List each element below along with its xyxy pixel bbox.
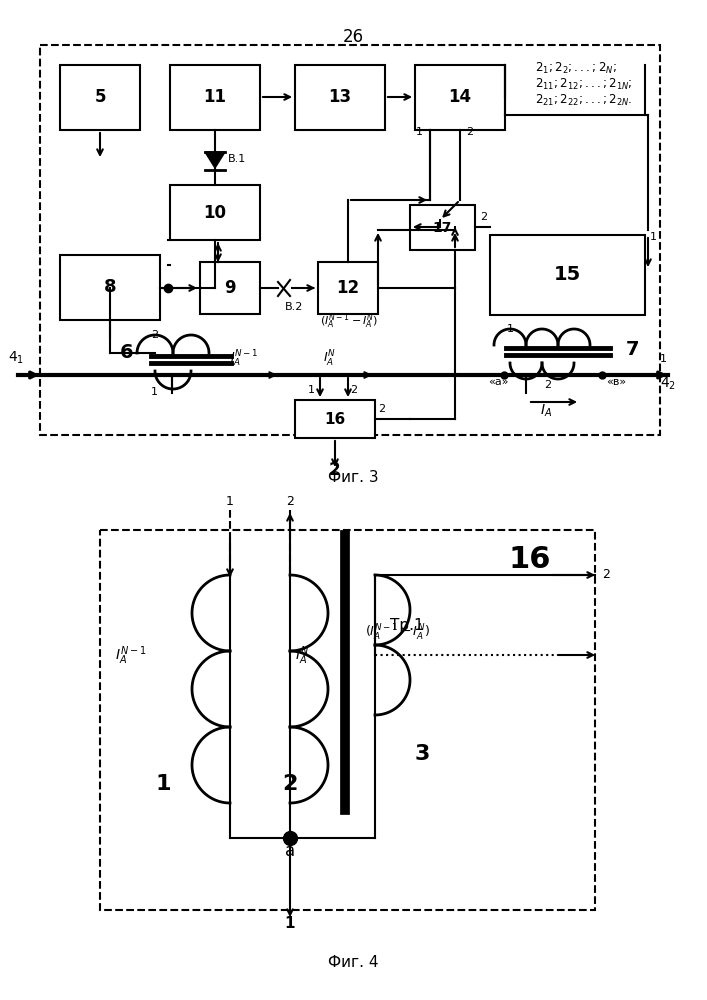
Text: 15: 15 bbox=[554, 265, 581, 284]
Text: 2: 2 bbox=[544, 380, 551, 390]
Text: 10: 10 bbox=[204, 204, 226, 222]
Polygon shape bbox=[205, 152, 225, 168]
Text: 1: 1 bbox=[507, 324, 514, 334]
Text: $I_A$: $I_A$ bbox=[540, 403, 552, 419]
Text: 1: 1 bbox=[660, 354, 667, 364]
Text: 1: 1 bbox=[151, 387, 158, 397]
Bar bbox=[415, 65, 505, 130]
Text: 26: 26 bbox=[342, 28, 363, 46]
Text: Фиг. 3: Фиг. 3 bbox=[327, 470, 378, 485]
Text: 2: 2 bbox=[329, 461, 341, 479]
Bar bbox=[490, 235, 645, 315]
Text: $I_A^N$: $I_A^N$ bbox=[323, 349, 336, 369]
Text: 2: 2 bbox=[350, 385, 357, 395]
Text: 16: 16 bbox=[325, 412, 346, 426]
Text: $2_{11};2_{12};...;2_{1N};$: $2_{11};2_{12};...;2_{1N};$ bbox=[535, 77, 633, 92]
Text: 8: 8 bbox=[104, 278, 117, 296]
Text: 1: 1 bbox=[155, 774, 170, 794]
Text: 2: 2 bbox=[378, 404, 385, 414]
Text: В.2: В.2 bbox=[285, 302, 303, 312]
Bar bbox=[295, 400, 375, 438]
Bar bbox=[318, 262, 378, 314]
Text: a: a bbox=[285, 842, 295, 860]
Text: $2_1;2_2;...;2_N;$: $2_1;2_2;...;2_N;$ bbox=[535, 61, 617, 76]
Bar bbox=[100, 530, 595, 910]
Text: 13: 13 bbox=[329, 89, 351, 106]
Text: $2_{21};2_{22};...;2_{2N}.$: $2_{21};2_{22};...;2_{2N}.$ bbox=[535, 93, 633, 108]
Text: 9: 9 bbox=[224, 279, 236, 297]
Text: 6: 6 bbox=[120, 343, 134, 362]
Text: 2: 2 bbox=[480, 212, 487, 222]
Text: 12: 12 bbox=[337, 279, 360, 297]
Text: 3: 3 bbox=[415, 744, 431, 764]
Text: 2: 2 bbox=[286, 495, 294, 508]
Bar bbox=[40, 45, 660, 435]
Text: Фиг. 4: Фиг. 4 bbox=[328, 955, 378, 970]
Text: $4_1$: $4_1$ bbox=[8, 350, 24, 366]
Text: $I_A^{N-1}$: $I_A^{N-1}$ bbox=[230, 349, 259, 369]
Text: $4_2$: $4_2$ bbox=[660, 376, 676, 392]
Text: 2: 2 bbox=[466, 127, 473, 137]
Bar bbox=[170, 65, 260, 130]
Text: 2: 2 bbox=[151, 330, 158, 340]
Text: $(I_A^{N-1}-I_A^N)$: $(I_A^{N-1}-I_A^N)$ bbox=[365, 623, 430, 643]
Text: 14: 14 bbox=[448, 89, 472, 106]
Text: «в»: «в» bbox=[606, 377, 626, 387]
Text: 7: 7 bbox=[626, 340, 640, 359]
Bar bbox=[170, 185, 260, 240]
Text: 5: 5 bbox=[94, 89, 106, 106]
Bar bbox=[60, 255, 160, 320]
Text: «а»: «а» bbox=[488, 377, 508, 387]
Text: Тр.1: Тр.1 bbox=[390, 618, 423, 633]
Text: $I_A^N$: $I_A^N$ bbox=[295, 644, 309, 667]
Text: 11: 11 bbox=[204, 89, 226, 106]
Text: 1: 1 bbox=[308, 385, 315, 395]
Bar bbox=[200, 262, 260, 314]
Text: 16: 16 bbox=[509, 546, 551, 574]
Text: 1: 1 bbox=[650, 232, 657, 242]
Text: 1: 1 bbox=[226, 495, 234, 508]
Text: 17: 17 bbox=[433, 221, 452, 234]
Text: 1: 1 bbox=[285, 916, 296, 931]
Bar bbox=[410, 205, 475, 250]
Bar bbox=[60, 65, 140, 130]
Text: 1: 1 bbox=[416, 127, 423, 137]
Text: 2: 2 bbox=[602, 568, 610, 582]
Text: 2: 2 bbox=[282, 774, 298, 794]
Text: $(I_A^{N-1}-I_A^N)$: $(I_A^{N-1}-I_A^N)$ bbox=[320, 312, 378, 331]
Text: В.1: В.1 bbox=[228, 154, 246, 164]
Text: $I_A^{N-1}$: $I_A^{N-1}$ bbox=[115, 644, 146, 667]
Bar bbox=[295, 65, 385, 130]
